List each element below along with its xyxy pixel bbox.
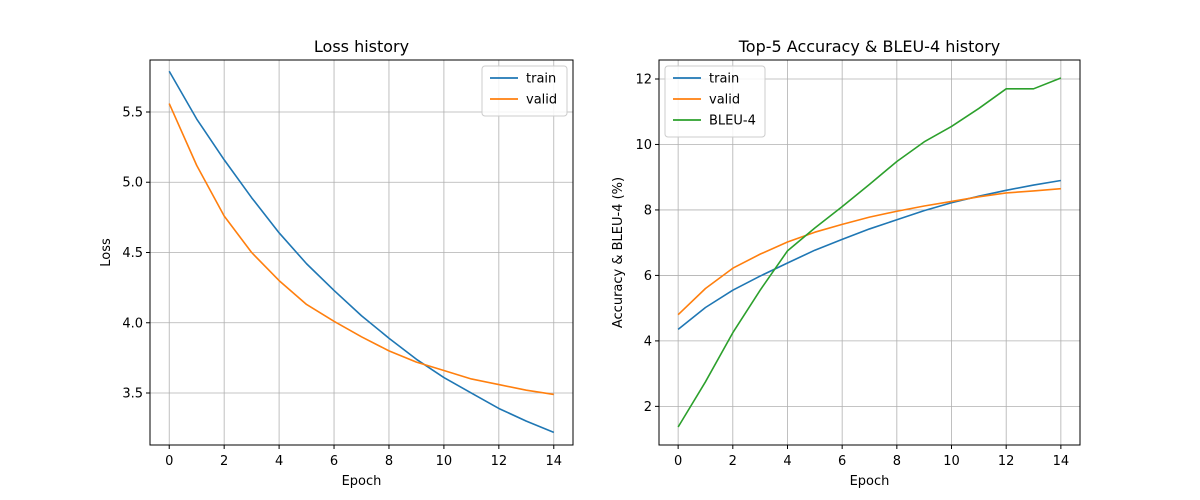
acc-legend-label-bleu-4: BLEU-4 xyxy=(709,114,756,129)
y-tick-label: 4.0 xyxy=(122,316,143,331)
x-tick-label: 14 xyxy=(545,454,562,469)
x-tick-label: 12 xyxy=(998,454,1015,469)
acc-chart: 0 2 4 6 8 10 12 14 2 4 6 8 10 12 Top-5 Accuracy & BLEU… xyxy=(611,37,1081,489)
loss-chart-title: Loss history xyxy=(314,37,409,56)
y-tick-label: 6 xyxy=(644,269,652,284)
x-tick-label: 6 xyxy=(330,454,338,469)
x-tick-label: 8 xyxy=(385,454,393,469)
x-tick-label: 10 xyxy=(943,454,960,469)
x-tick-label: 4 xyxy=(783,454,791,469)
x-tick-label: 10 xyxy=(436,454,453,469)
acc-series-line-bleu-4 xyxy=(677,77,1062,428)
acc-plot-frame xyxy=(658,59,1081,446)
y-tick-label: 4 xyxy=(644,334,652,349)
y-tick-label: 8 xyxy=(644,203,652,218)
x-tick-label: 4 xyxy=(275,454,283,469)
x-tick-label: 0 xyxy=(674,454,682,469)
y-tick-label: 12 xyxy=(635,72,652,87)
loss-series-line-valid xyxy=(168,103,554,396)
y-tick-label: 5.5 xyxy=(122,105,143,120)
x-tick-label: 2 xyxy=(220,454,228,469)
loss-series-line-train xyxy=(168,70,555,434)
acc-x-axis-label: Epoch xyxy=(850,474,890,489)
loss-x-axis-label: Epoch xyxy=(342,474,382,489)
loss-y-axis-label: Loss xyxy=(99,238,114,267)
x-tick-label: 8 xyxy=(893,454,901,469)
y-tick-label: 4.5 xyxy=(122,246,143,261)
acc-series-line-valid xyxy=(677,187,1061,316)
acc-legend-label-train: train xyxy=(709,72,739,87)
x-tick-label: 2 xyxy=(729,454,737,469)
loss-legend-label-valid: valid xyxy=(526,93,557,108)
y-tick-label: 3.5 xyxy=(122,387,143,402)
x-tick-label: 14 xyxy=(1053,454,1070,469)
y-tick-label: 5.0 xyxy=(122,176,143,191)
acc-series-line-train xyxy=(677,179,1061,331)
loss-legend-label-train: train xyxy=(526,72,556,87)
x-tick-label: 0 xyxy=(165,454,173,469)
y-tick-label: 10 xyxy=(635,138,652,153)
y-tick-label: 2 xyxy=(644,400,652,415)
acc-y-axis-label: Accuracy & BLEU-4 (%) xyxy=(611,177,626,328)
loss-chart: 0 2 4 6 8 10 12 14 3.5 4.0 4.5 5.0 5.5 Loss history Ep… xyxy=(99,37,574,489)
x-tick-label: 12 xyxy=(491,454,508,469)
acc-legend-label-valid: valid xyxy=(709,93,740,108)
acc-legend: train valid BLEU-4 xyxy=(664,65,766,138)
acc-chart-title: Top-5 Accuracy & BLEU-4 history xyxy=(738,37,1001,56)
x-tick-label: 6 xyxy=(838,454,846,469)
loss-legend: train valid xyxy=(481,65,568,117)
